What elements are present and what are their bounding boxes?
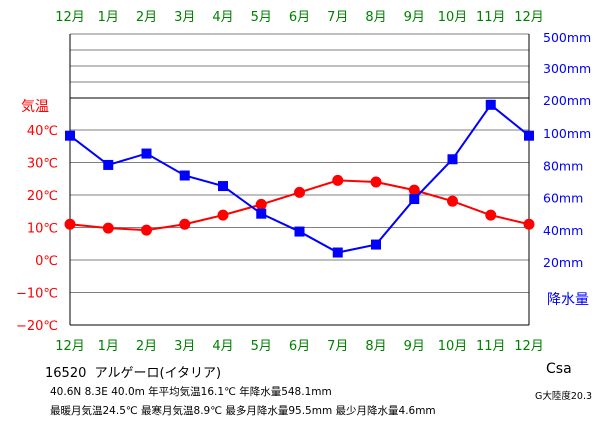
month-label: 3月 [174, 10, 195, 25]
month-label: 11月 [476, 10, 506, 25]
temperature-point [255, 198, 267, 210]
temperature-point [102, 222, 114, 234]
temperature-series [64, 174, 535, 236]
temperature-point [217, 209, 229, 221]
month-label: 10月 [438, 10, 468, 25]
temperature-point [332, 174, 344, 186]
month-label: 12月 [514, 10, 544, 25]
temperature-tick-label: −10℃ [16, 287, 58, 302]
climate-class: Csa [546, 361, 572, 377]
temperature-tick-label: −20℃ [16, 319, 58, 334]
temperature-point [294, 186, 305, 198]
precipitation-tick-label: 500mm [543, 30, 591, 45]
precipitation-tick-label: 80mm [543, 159, 583, 174]
temperature-tick-label: 10℃ [27, 222, 58, 237]
station-line: 16520 アルゲーロ(イタリア) [45, 362, 221, 381]
month-label: 7月 [327, 10, 348, 25]
temperature-point [179, 218, 191, 230]
temperature-tick-label: 0℃ [35, 254, 58, 269]
month-label: 2月 [136, 10, 157, 25]
precipitation-point [294, 226, 305, 237]
temperature-point [141, 224, 152, 236]
precipitation-axis: 500mm 300mm 200mm 100mm 80mm 60mm 40mm 20mm 0mm 降… [543, 0, 591, 308]
month-label: 12月 [514, 339, 544, 354]
precipitation-series [65, 99, 534, 258]
precipitation-tick-label: 40mm [543, 223, 583, 238]
month-label: 2月 [136, 339, 157, 354]
precipitation-point [485, 99, 496, 110]
precipitation-point [409, 194, 420, 205]
precipitation-point [141, 148, 152, 159]
month-label: 9月 [404, 339, 425, 354]
temperature-point [485, 209, 497, 221]
precipitation-point [65, 130, 75, 141]
month-label: 1月 [98, 10, 119, 25]
month-label: 11月 [476, 339, 506, 354]
month-label: 8月 [365, 10, 386, 25]
station-id: 16520 [45, 366, 87, 381]
precipitation-point [179, 170, 190, 181]
temperature-point [523, 218, 535, 230]
month-label: 7月 [327, 339, 348, 354]
temperature-point [64, 218, 76, 230]
month-label: 12月 [55, 339, 85, 354]
temperature-point [408, 184, 420, 196]
temperature-tick-label: 40℃ [27, 124, 58, 139]
precipitation-point [447, 154, 458, 165]
precipitation-tick-label: 200mm [543, 93, 591, 108]
month-label: 12月 [55, 10, 85, 25]
precipitation-point [218, 181, 228, 192]
month-label: 4月 [212, 10, 233, 25]
precipitation-point [524, 130, 534, 141]
month-label: 4月 [212, 339, 233, 354]
month-label: 6月 [289, 339, 310, 354]
precipitation-point [332, 247, 343, 258]
precipitation-tick-label: 20mm [543, 255, 583, 270]
station-name: アルゲーロ(イタリア) [94, 366, 222, 381]
month-label: 6月 [289, 10, 310, 25]
month-label: 9月 [404, 10, 425, 25]
continentality: G大陸度20.3 [535, 391, 593, 402]
precipitation-point [371, 239, 381, 250]
temperature-point [370, 176, 382, 188]
temperature-axis-title: 気温 [21, 99, 49, 115]
precipitation-tick-label: 60mm [543, 191, 583, 206]
precipitation-axis-title: 降水量 [547, 292, 589, 308]
month-label: 5月 [251, 10, 272, 25]
precipitation-tick-label: 100mm [543, 126, 591, 141]
month-label: 3月 [174, 339, 195, 354]
precipitation-point [103, 159, 114, 170]
temperature-axis: 気温 40℃ 30℃ 20℃ 10℃ 0℃ −10℃ −20℃ [16, 99, 58, 334]
precipitation-tick-label: 0mm [543, 0, 575, 3]
temperature-point [447, 195, 458, 207]
precipitation-tick-label: 300mm [543, 61, 591, 76]
month-labels-top: 12月 1月 2月 3月 4月 5月 6月 7月 8月 9月 10月 11月 12月 [55, 10, 544, 25]
month-label: 5月 [251, 339, 272, 354]
month-label: 1月 [98, 339, 119, 354]
station-extremes: 最暖月気温24.5℃ 最寒月気温8.9℃ 最多月降水量95.5mm 最少月降水量… [50, 405, 436, 417]
temperature-tick-label: 30℃ [27, 157, 58, 172]
temperature-tick-label: 20℃ [27, 189, 58, 204]
precipitation-point [256, 208, 267, 219]
month-labels-bottom: 12月 1月 2月 3月 4月 5月 6月 7月 8月 9月 10月 11月 12月 [55, 339, 544, 354]
month-label: 10月 [438, 339, 468, 354]
month-label: 8月 [365, 339, 386, 354]
station-meta: 40.6N 8.3E 40.0m 年平均気温16.1℃ 年降水量548.1mm [50, 386, 332, 398]
grid [69, 33, 530, 326]
